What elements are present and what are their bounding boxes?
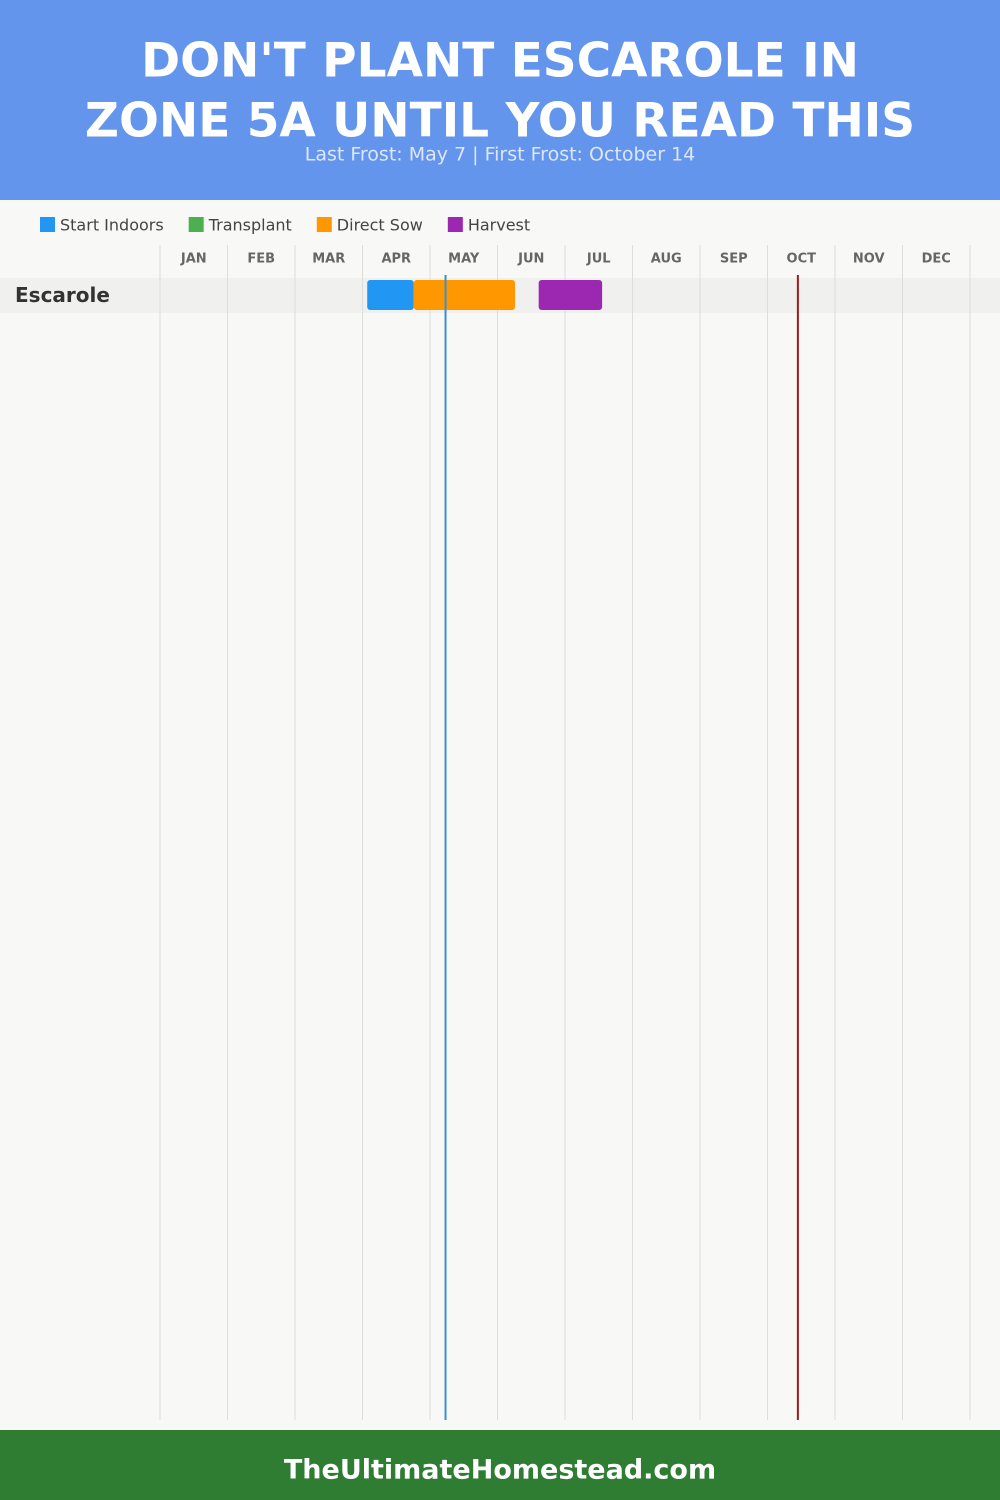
legend-label: Transplant (208, 216, 292, 235)
legend-swatch (188, 217, 204, 232)
month-label: FEB (247, 252, 275, 267)
month-label: AUG (651, 252, 682, 267)
header (0, 0, 1000, 200)
title-line: ZONE 5A UNTIL YOU READ THIS (85, 94, 915, 149)
footer-text: TheUltimateHomestead.com (284, 1455, 716, 1486)
task-bar (367, 280, 414, 310)
legend-swatch (316, 217, 332, 232)
month-label: APR (381, 252, 411, 267)
legend-label: Start Indoors (60, 216, 164, 235)
month-label: OCT (787, 252, 817, 267)
footer (0, 1430, 1000, 1500)
task-bar (413, 280, 516, 310)
row-label: Escarole (15, 283, 110, 307)
legend-swatch (447, 217, 463, 232)
month-label: MAR (312, 252, 345, 267)
month-label: JUL (586, 252, 611, 267)
legend-label: Harvest (468, 216, 530, 235)
month-label: JUN (517, 252, 544, 267)
month-label: JAN (180, 252, 207, 267)
month-label: NOV (853, 252, 885, 267)
month-label: MAY (448, 252, 480, 267)
subtitle: Last Frost: May 7 | First Frost: October… (305, 144, 696, 166)
month-label: DEC (922, 252, 951, 267)
month-label: SEP (720, 252, 748, 267)
legend-swatch (40, 217, 55, 232)
title-line: DON'T PLANT ESCAROLE IN (141, 34, 859, 89)
legend-label: Direct Sow (337, 216, 423, 235)
chart: Start Indoors Transplant Direct Sow Harvest… (0, 216, 1000, 1420)
task-bar (538, 280, 603, 310)
